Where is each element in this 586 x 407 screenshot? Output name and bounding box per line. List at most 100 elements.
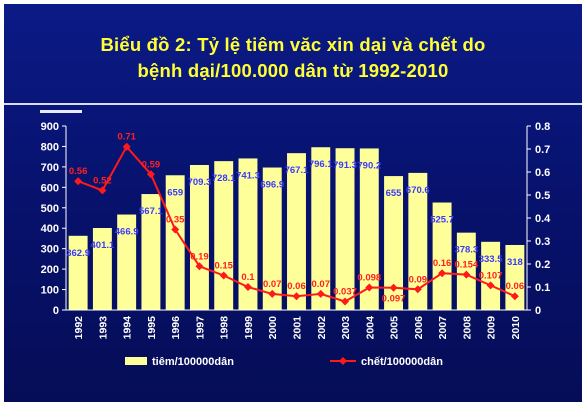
x-tick-label-2006: 2006 (413, 316, 425, 340)
legend-line-label: chết/100000dân (361, 356, 443, 368)
x-tick-label-1992: 1992 (73, 316, 85, 340)
title-divider (4, 103, 582, 105)
right-tick-label: 0.4 (535, 213, 551, 225)
x-tick-label-2002: 2002 (316, 316, 328, 340)
line-layer (74, 142, 519, 306)
bar-2010 (505, 244, 525, 310)
line-point-1995 (146, 170, 155, 179)
x-tick-label-2004: 2004 (364, 316, 376, 340)
bar-label-1995: 567.1 (139, 206, 163, 217)
right-tick-label: 0.8 (535, 121, 550, 133)
left-tick-label: 800 (41, 141, 59, 153)
line-label-2004: 0.098 (357, 272, 381, 283)
right-tick-label: 0 (535, 305, 541, 317)
line-point-1998 (219, 271, 228, 280)
bar-1999 (238, 158, 258, 310)
bar-label-2006: 670.6 (406, 185, 430, 196)
x-tick-label-1995: 1995 (146, 316, 158, 340)
right-tick-label: 0.3 (535, 236, 550, 248)
line-point-2001 (292, 292, 301, 301)
right-tick-label: 0.1 (535, 282, 550, 294)
line-point-2005 (389, 283, 398, 292)
bar-label-2002: 796.1 (309, 159, 333, 170)
line-label-1993: 0.52 (93, 175, 112, 186)
left-tick-label: 500 (41, 203, 59, 215)
bar-label-1994: 466.9 (115, 227, 139, 238)
bar-label-2004: 790.2 (357, 160, 381, 171)
left-tick-label: 0 (53, 305, 59, 317)
right-tick-label: 0.2 (535, 259, 550, 271)
bar-2003 (335, 148, 355, 310)
bar-label-2008: 378.3 (454, 245, 478, 256)
bar-1995 (141, 194, 161, 310)
bar-2009 (481, 241, 501, 310)
bar-2005 (384, 176, 404, 310)
line-point-2007 (438, 269, 447, 278)
bar-2006 (408, 172, 428, 310)
bars-layer (68, 147, 525, 310)
line-point-1997 (195, 262, 204, 271)
line-label-2003: 0.037 (333, 286, 357, 297)
bar-label-2009: 333.5 (479, 254, 503, 265)
line-point-1993 (98, 186, 107, 195)
bar-2002 (311, 147, 331, 310)
x-tick-label-2009: 2009 (486, 316, 498, 340)
left-tick-label: 200 (41, 264, 59, 276)
title-line-2: bệnh dại/100.000 dân từ 1992-2010 (137, 60, 449, 81)
line-point-2008 (462, 270, 471, 279)
line-point-2006 (413, 285, 422, 294)
left-tick-label: 100 (41, 285, 59, 297)
accent-line (40, 110, 82, 113)
line-label-1998: 0.15 (214, 261, 233, 272)
title-line-1: Biểu đồ 2: Tỷ lệ tiêm văc xin dại và chế… (100, 34, 486, 55)
line-point-2002 (316, 289, 325, 298)
x-tick-label-1993: 1993 (97, 316, 109, 340)
line-label-1992: 0.56 (69, 166, 88, 177)
line-point-2000 (268, 289, 277, 298)
line-label-1994: 0.71 (117, 132, 136, 143)
right-tick-label: 0.6 (535, 167, 550, 179)
axes-layer: 0 100 200 300 400 500 600 700 800 900 0 0.1 0.2 0.3 0.… (41, 121, 552, 339)
line-label-1997: 0.19 (190, 251, 209, 262)
x-tick-label-2003: 2003 (340, 316, 352, 340)
left-tick-label: 900 (41, 121, 59, 133)
bar-1993 (92, 227, 112, 310)
x-tick-label-2001: 2001 (292, 316, 304, 340)
x-tick-label-2000: 2000 (267, 316, 279, 340)
line-label-1999: 0.1 (241, 272, 255, 283)
legend-bar-label: tiêm/100000dân (152, 356, 234, 368)
bar-label-2010: 318 (507, 257, 523, 268)
line-label-2008: 0.154 (454, 260, 478, 271)
line-label-1995: 0.59 (142, 159, 161, 170)
line-label-2001: 0.06 (287, 281, 306, 292)
bar-label-2005: 655 (386, 188, 403, 199)
x-tick-label-2005: 2005 (389, 316, 401, 340)
bar-2000 (262, 167, 282, 310)
line-label-2005: 0.097 (382, 294, 406, 305)
line-point-1999 (243, 283, 252, 291)
left-tick-label: 400 (41, 223, 59, 235)
bar-label-2007: 525.7 (430, 215, 454, 226)
bar-label-1992: 362.9 (66, 248, 90, 259)
bar-label-1999: 741.3 (236, 170, 260, 181)
line-label-2009: 0.107 (479, 270, 503, 281)
left-tick-label: 600 (41, 182, 59, 194)
line-label-2002: 0.07 (312, 279, 331, 290)
x-tick-label-1999: 1999 (243, 316, 255, 340)
line-point-2010 (510, 292, 519, 301)
bar-1997 (189, 164, 209, 310)
chart-title: Biểu đồ 2: Tỷ lệ tiêm văc xin dại và chế… (4, 32, 582, 84)
right-tick-label: 0.5 (535, 190, 550, 202)
line-point-2003 (341, 297, 350, 306)
line-point-1992 (74, 177, 83, 186)
bar-label-1997: 709.3 (188, 177, 212, 188)
line-label-2006: 0.09 (409, 274, 428, 285)
bar-label-1996: 659 (167, 187, 183, 198)
line-point-1994 (122, 142, 131, 151)
left-tick-label: 700 (41, 162, 59, 174)
right-tick-label: 0.7 (535, 144, 550, 156)
bar-1992 (68, 235, 88, 310)
